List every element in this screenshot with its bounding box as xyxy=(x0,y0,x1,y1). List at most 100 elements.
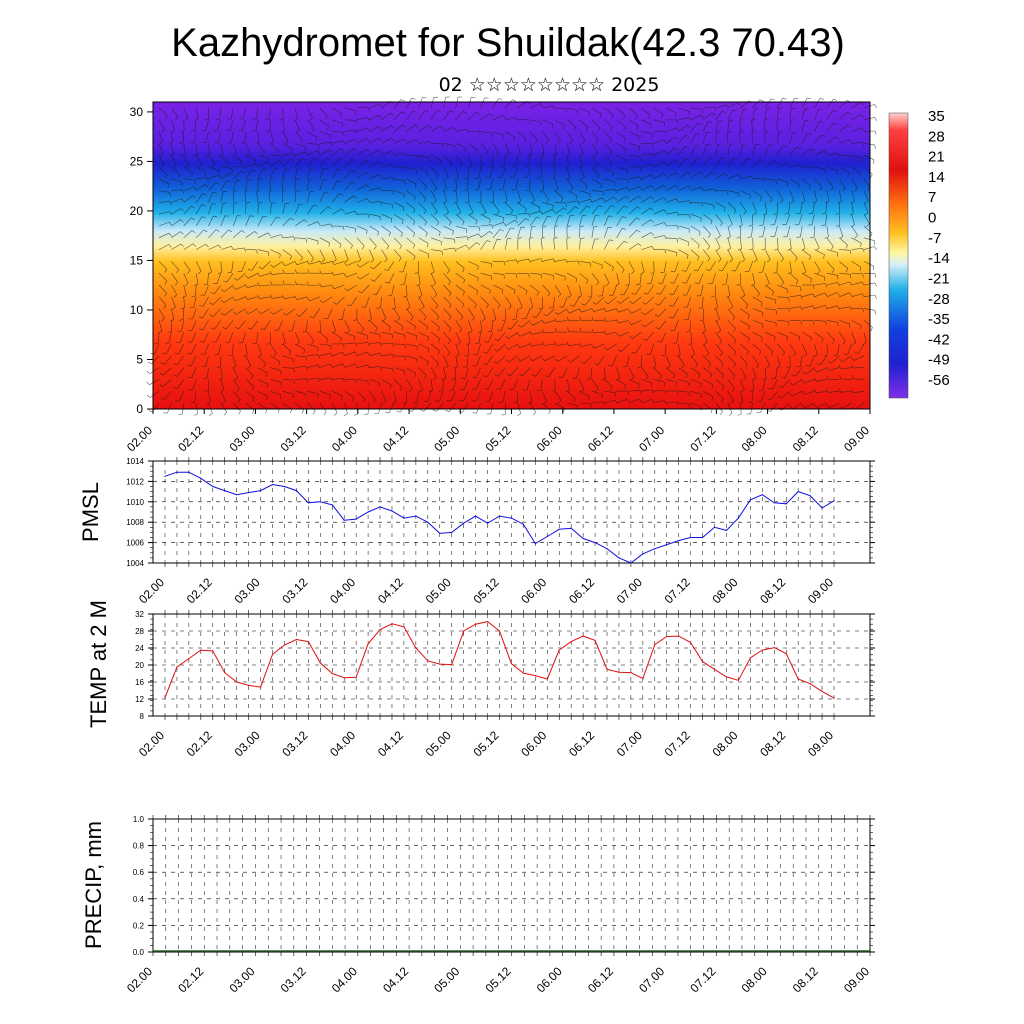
wind-barb xyxy=(852,378,865,380)
wind-barb xyxy=(443,343,451,354)
wind-barb xyxy=(158,284,167,294)
wind-barb-flag xyxy=(664,249,667,254)
wind-barb xyxy=(702,332,708,343)
wind-barb xyxy=(789,343,797,354)
wind-barb xyxy=(792,390,803,397)
wind-barb-flag xyxy=(577,260,580,265)
wind-barb-flag xyxy=(825,321,827,326)
x-tick-label: 02.12 xyxy=(175,964,206,995)
wind-barb-flag xyxy=(453,366,458,369)
y-tick-label: 24 xyxy=(135,644,144,653)
wind-barb xyxy=(687,296,692,308)
wind-barb-flag xyxy=(566,153,570,157)
wind-barb-flag xyxy=(776,119,781,121)
y-tick-label: 1006 xyxy=(126,539,144,548)
wind-barb-flag xyxy=(750,175,754,180)
wind-barb xyxy=(715,172,726,180)
wind-barb-flag xyxy=(254,159,256,164)
wind-barb xyxy=(202,308,209,319)
wind-barb xyxy=(765,296,776,301)
wind-barb-flag xyxy=(660,271,665,273)
wind-barb xyxy=(752,177,764,180)
wind-barb-flag xyxy=(612,172,614,177)
wind-barb xyxy=(777,307,789,309)
wind-barb xyxy=(546,308,556,317)
wind-barb xyxy=(826,122,834,132)
series-point xyxy=(391,510,393,512)
wind-barb xyxy=(149,390,160,398)
wind-barb xyxy=(268,191,271,203)
wind-barb-flag xyxy=(396,410,401,413)
y-tick-label: 5 xyxy=(136,352,143,366)
wind-barb-flag xyxy=(204,390,209,392)
wind-barb xyxy=(393,99,402,109)
wind-barb-flag xyxy=(554,328,557,333)
wind-barb xyxy=(480,143,489,152)
wind-barb xyxy=(519,343,531,348)
wind-barb xyxy=(402,261,407,272)
wind-barb xyxy=(443,296,452,305)
wind-barb xyxy=(158,107,168,116)
series-point xyxy=(331,672,333,675)
series-point xyxy=(451,664,453,666)
wind-barb-flag xyxy=(318,377,321,382)
wind-barb xyxy=(785,367,791,378)
wind-barb xyxy=(171,308,175,320)
series-point xyxy=(594,542,596,544)
wind-barb-flag xyxy=(529,237,533,239)
series-point xyxy=(176,666,178,668)
wind-barb-flag xyxy=(472,400,477,402)
wind-barb xyxy=(232,379,240,389)
wind-barb xyxy=(430,97,434,109)
wind-barb xyxy=(566,131,573,142)
wind-barb xyxy=(777,190,784,201)
wind-barb xyxy=(645,296,654,305)
wind-barb xyxy=(508,331,518,339)
wind-barb xyxy=(294,119,300,131)
wind-barb xyxy=(715,249,722,260)
x-tick-label: 08.12 xyxy=(757,575,788,606)
wind-barb xyxy=(365,296,370,308)
wind-barb-flag xyxy=(416,139,420,144)
wind-barb xyxy=(260,308,271,315)
wind-barb-flag xyxy=(861,293,865,298)
wind-barb xyxy=(468,213,478,221)
wind-barb-flag xyxy=(280,234,284,239)
wind-barb-flag xyxy=(296,341,300,346)
wind-barb-flag xyxy=(723,207,726,212)
series-point xyxy=(498,630,501,632)
wind-barb xyxy=(839,306,851,309)
wind-barb-flag xyxy=(689,392,691,397)
wind-barb xyxy=(321,261,333,265)
wind-barb xyxy=(863,117,875,121)
wind-barb-flag xyxy=(586,378,591,380)
wind-barb xyxy=(573,296,580,307)
wind-barb-flag xyxy=(294,296,298,300)
wind-barb-flag xyxy=(293,379,295,384)
wind-barb-flag xyxy=(625,159,627,164)
wind-barb-flag xyxy=(173,164,177,168)
wind-barb-flag xyxy=(729,259,733,263)
wind-barb xyxy=(220,215,226,227)
wind-barb-flag xyxy=(293,368,295,373)
wind-barb xyxy=(569,308,580,314)
wind-barb-flag xyxy=(821,213,826,215)
wind-barb xyxy=(576,367,580,379)
colorbar-label: -21 xyxy=(928,270,950,287)
wind-barb xyxy=(786,214,791,225)
wind-barb xyxy=(344,249,349,261)
wind-barb xyxy=(814,249,825,255)
wind-barb-flag xyxy=(337,168,342,171)
wind-barb xyxy=(715,390,724,399)
wind-barb xyxy=(195,273,199,285)
wind-barb-flag xyxy=(513,401,518,404)
wind-barb-flag xyxy=(365,184,370,188)
wind-barb xyxy=(406,355,417,360)
wind-barb-flag xyxy=(168,244,172,248)
wind-barb xyxy=(164,391,172,400)
wind-barb xyxy=(220,166,232,169)
wind-barb-flag xyxy=(782,352,785,356)
wind-barb xyxy=(295,355,307,357)
wind-barb xyxy=(443,308,452,317)
wind-barb xyxy=(492,190,495,202)
